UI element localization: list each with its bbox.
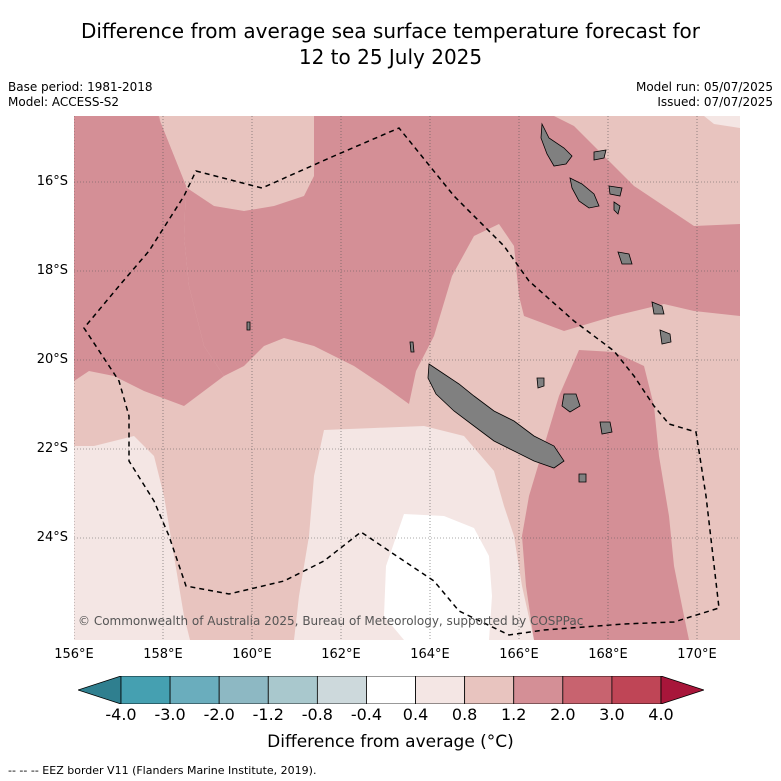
region-white — [384, 514, 492, 640]
region-pale-ne — [704, 116, 740, 128]
model-run: Model run: 05/07/2025 — [635, 80, 773, 94]
lon-label: 158°E — [143, 647, 183, 662]
colorbar-tick-label: -0.8 — [301, 705, 333, 724]
island-d — [608, 185, 623, 197]
colorbar-segment — [611, 676, 662, 704]
island-h — [659, 329, 672, 345]
island-e — [613, 201, 621, 215]
gridlines — [74, 116, 740, 640]
colorbar-segment — [316, 676, 367, 704]
colorbar-tick-label: 4.0 — [648, 705, 674, 724]
colorbar-tick-label: -0.4 — [350, 705, 383, 724]
region-warm-east — [522, 350, 689, 640]
island-a — [540, 122, 573, 167]
island-c — [593, 149, 607, 161]
colorbar-tick-label: -3.0 — [154, 705, 186, 724]
land-masses — [246, 122, 672, 483]
colorbar-tick-label: 0.4 — [402, 705, 429, 724]
lon-label: 164°E — [410, 647, 450, 662]
colorbar-arrow-low — [78, 676, 122, 704]
colorbar-segment — [218, 676, 269, 704]
island-g — [651, 301, 665, 315]
meta-left: Base period: 1981-2018 Model: ACCESS-S2 — [8, 80, 153, 110]
issued-date: Issued: 07/07/2025 — [657, 95, 773, 109]
lat-label: 22°S — [36, 441, 68, 456]
eez-border — [83, 127, 720, 636]
lon-label: 166°E — [499, 647, 539, 662]
region-warm-west-2 — [74, 116, 224, 406]
colorbar-segment — [513, 676, 564, 704]
lat-label: 20°S — [36, 352, 68, 367]
colorbar-segment — [267, 676, 318, 704]
island-i — [561, 393, 581, 413]
island-m — [246, 321, 251, 331]
lon-label: 170°E — [677, 647, 717, 662]
island-b — [569, 177, 600, 209]
lon-label: 156°E — [54, 647, 94, 662]
colorbar-tick-label: -4.0 — [105, 705, 137, 724]
lat-label: 24°S — [36, 530, 68, 545]
colorbar-tick-label: 3.0 — [599, 705, 625, 724]
lon-label: 160°E — [232, 647, 272, 662]
eez-legend: -- -- -- EEZ border V11 (Flanders Marine… — [8, 764, 317, 777]
lon-label: 168°E — [588, 647, 628, 662]
island-j — [599, 421, 613, 435]
map-title: Difference from average sea surface temp… — [0, 18, 781, 70]
colorbar-arrow-high — [660, 676, 704, 704]
lat-label: 18°S — [36, 263, 68, 278]
meta-right: Model run: 05/07/2025 Issued: 07/07/2025 — [636, 80, 773, 110]
island-n — [409, 341, 415, 353]
copyright-notice: © Commonwealth of Australia 2025, Bureau… — [78, 614, 584, 628]
lon-label: 162°E — [321, 647, 361, 662]
sst-map — [74, 116, 740, 640]
island-f — [617, 251, 633, 265]
model-name: Model: ACCESS-S2 — [8, 95, 120, 109]
colorbar-tick-label: -2.0 — [203, 705, 235, 724]
colorbar-segment — [562, 676, 613, 704]
colorbar-segment — [415, 676, 466, 704]
colorbar-title: Difference from average (°C) — [267, 732, 514, 752]
new-caledonia — [427, 363, 565, 469]
title-line-2: 12 to 25 July 2025 — [298, 45, 483, 69]
title-line-1: Difference from average sea surface temp… — [80, 19, 700, 43]
colorbar-tick-label: 1.2 — [500, 705, 527, 724]
colorbar-segment — [366, 676, 416, 704]
base-period: Base period: 1981-2018 — [8, 80, 153, 94]
lat-label: 16°S — [36, 174, 68, 189]
island-l — [536, 377, 545, 389]
colorbar-tick-label: 0.8 — [451, 705, 478, 724]
colorbar-segment — [120, 676, 171, 704]
colorbar-segment — [464, 676, 515, 704]
colorbar — [78, 676, 704, 704]
island-k — [578, 473, 587, 483]
colorbar-segment — [169, 676, 220, 704]
colorbar-tick-label: 2.0 — [550, 705, 576, 724]
colorbar-tick-label: -1.2 — [252, 705, 284, 724]
